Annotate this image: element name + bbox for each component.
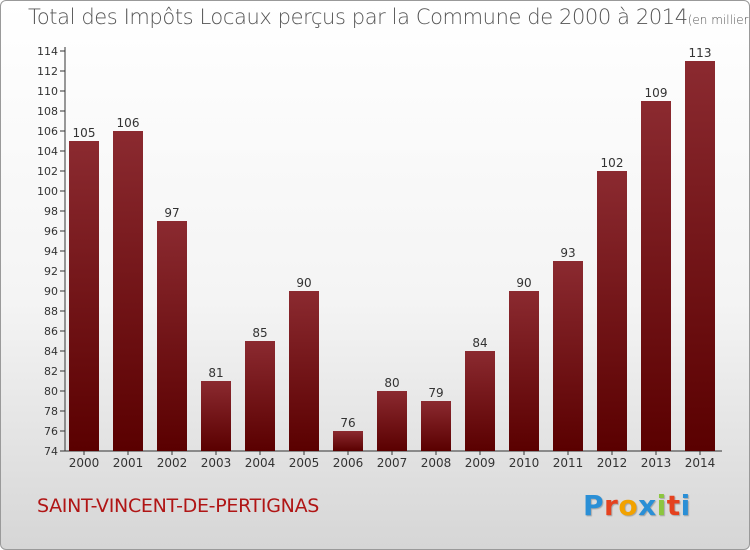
data-label-2011: 93 [560,246,575,260]
y-tick-label: 92 [44,265,58,278]
data-label-2004: 85 [252,326,267,340]
data-label-2001: 106 [117,116,140,130]
y-tick-label: 112 [37,65,58,78]
x-tick-label-2000: 2000 [69,456,100,470]
x-tick-label-2010: 2010 [509,456,540,470]
y-tick-label: 80 [44,385,58,398]
y-tick-label: 110 [37,85,58,98]
logo-letter: i [680,489,691,522]
data-label-2002: 97 [164,206,179,220]
y-tick-label: 84 [44,345,58,358]
bar-2010 [509,291,539,451]
y-tick-label: 82 [44,365,58,378]
x-tick-label-2014: 2014 [685,456,716,470]
x-tick-label-2003: 2003 [201,456,232,470]
bar-2004 [245,341,275,451]
logo-letter: P [583,489,605,522]
bar-2007 [377,391,407,451]
bar-2014 [685,61,715,451]
commune-name: SAINT-VINCENT-DE-PERTIGNAS [37,495,320,517]
y-tick-label: 106 [37,125,58,138]
y-tick-label: 74 [44,445,58,458]
y-tick-label: 94 [44,245,58,258]
logo-letter: o [618,489,639,522]
y-tick-label: 86 [44,325,58,338]
logo-letter: r [604,489,619,522]
bar-2013 [641,101,671,451]
x-tick-label-2007: 2007 [377,456,408,470]
bar-2008 [421,401,451,451]
y-tick-label: 76 [44,425,58,438]
data-label-2009: 84 [472,336,487,350]
bar-2012 [597,171,627,451]
proxiti-logo: Proxiti [583,489,691,522]
data-label-2000: 105 [73,126,96,140]
y-tick-label: 78 [44,405,58,418]
logo-letter: i [656,489,667,522]
bar-2006 [333,431,363,451]
bar-2000 [69,141,99,451]
x-tick-label-2009: 2009 [465,456,496,470]
chart-title-text: Total des Impôts Locaux perçus par la Co… [28,5,688,29]
x-tick-label-2001: 2001 [113,456,144,470]
data-label-2010: 90 [516,276,531,290]
logo-letter: x [638,489,657,522]
data-label-2008: 79 [428,386,443,400]
y-tick-label: 98 [44,205,58,218]
y-tick-label: 100 [37,185,58,198]
y-tick-label: 102 [37,165,58,178]
x-tick-label-2006: 2006 [333,456,364,470]
bars [69,61,715,451]
bar-2002 [157,221,187,451]
x-tick-label-2013: 2013 [641,456,672,470]
y-tick-label: 108 [37,105,58,118]
data-label-2003: 81 [208,366,223,380]
data-label-2005: 90 [296,276,311,290]
bar-2003 [201,381,231,451]
data-label-2012: 102 [601,156,624,170]
data-labels: 105 106 97 81 85 90 76 80 79 84 90 93 102 109 113 [73,46,712,430]
data-label-2006: 76 [340,416,355,430]
chart-title: Total des Impôts Locaux perçus par la Co… [28,5,749,29]
y-tick-label: 88 [44,305,58,318]
data-label-2014: 113 [689,46,712,60]
y-tick-label: 104 [37,145,58,158]
x-tick-label-2004: 2004 [245,456,276,470]
x-tick-label-2012: 2012 [597,456,628,470]
y-tick-label: 96 [44,225,58,238]
logo-letter: t [666,489,681,522]
y-tick-label: 90 [44,285,58,298]
data-label-2007: 80 [384,376,399,390]
y-tick-label: 114 [37,45,58,58]
x-tick-label-2011: 2011 [553,456,584,470]
bar-2011 [553,261,583,451]
x-tick-label-2002: 2002 [157,456,188,470]
bar-2009 [465,351,495,451]
unit-label: (en milliers d'€) [687,13,749,27]
axes: 7476788082848688909294969810010210410610… [37,45,722,470]
x-tick-label-2008: 2008 [421,456,452,470]
data-label-2013: 109 [645,86,668,100]
bar-2001 [113,131,143,451]
x-tick-label-2005: 2005 [289,456,320,470]
bar-2005 [289,291,319,451]
